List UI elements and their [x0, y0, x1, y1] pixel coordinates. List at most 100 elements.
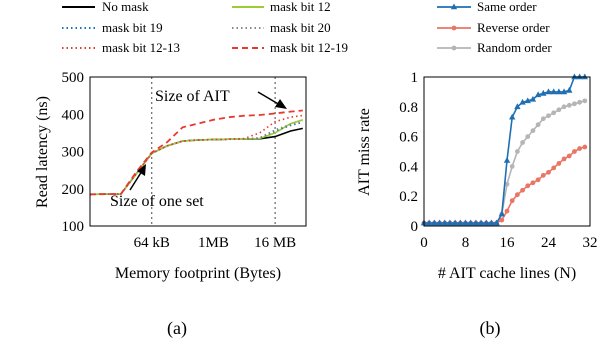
data-point	[525, 134, 531, 140]
legend-label: Reverse order	[477, 20, 550, 35]
data-point	[499, 217, 505, 223]
data-point	[555, 88, 563, 95]
data-point	[566, 153, 572, 159]
legend-label: Same order	[477, 0, 537, 14]
data-point	[540, 172, 546, 178]
legend-entry-a: No mask	[62, 0, 149, 14]
series-line	[89, 120, 303, 196]
data-point	[467, 219, 474, 226]
series-line	[89, 119, 304, 196]
x-tick-label: 64 kB	[134, 235, 170, 251]
x-axis-title-b: # AIT cache lines (N)	[438, 265, 576, 282]
data-point	[566, 102, 572, 108]
data-point	[566, 86, 573, 93]
data-point	[525, 183, 531, 189]
data-point	[534, 91, 542, 98]
y-tick-label: 500	[62, 70, 85, 86]
legend-b: Same order Reverse order Random order	[437, 0, 552, 55]
data-point	[462, 219, 469, 226]
data-point	[436, 219, 443, 226]
data-point	[520, 140, 525, 145]
series-lines-a	[89, 109, 304, 196]
data-point	[514, 103, 521, 110]
data-point	[540, 89, 547, 96]
plot-area-a	[89, 76, 307, 227]
data-point	[431, 219, 438, 226]
annotation-ait: Size of AIT	[155, 88, 287, 109]
legend-entry-b: Same order	[437, 0, 537, 14]
data-point	[514, 149, 520, 154]
y-tick-label: 200	[62, 182, 85, 198]
data-point	[498, 210, 506, 217]
data-point	[535, 177, 541, 183]
data-point	[457, 219, 464, 226]
annotation-label: Size of one set	[110, 193, 204, 210]
series-line	[89, 114, 303, 196]
data-point	[472, 219, 480, 226]
y-tick-label: 0.4	[399, 159, 418, 175]
legend-entry-a: mask bit 20	[232, 20, 331, 35]
data-point	[530, 128, 536, 134]
legend-entry-b: Reverse order	[437, 20, 550, 35]
data-point	[509, 164, 515, 169]
annotation-arrow	[129, 170, 143, 191]
x-tick-label: 0	[420, 235, 428, 251]
data-point	[577, 99, 583, 105]
data-point	[446, 219, 454, 226]
y-tick-label: 100	[62, 219, 85, 235]
data-point	[560, 88, 568, 95]
y-tick-label: 1	[411, 70, 419, 86]
data-point	[546, 169, 551, 175]
series-lines-b	[420, 73, 589, 226]
y-tick-label: 0.2	[399, 189, 418, 205]
data-point	[556, 161, 562, 166]
data-point	[493, 219, 500, 226]
legend-label: mask bit 12	[270, 0, 331, 14]
data-point	[535, 122, 541, 128]
legend-a: No mask mask bit 12 mask bit 19 mask bit…	[62, 0, 348, 55]
data-point	[540, 116, 546, 122]
x-axis-title-a: Memory footprint (Bytes)	[115, 265, 281, 282]
data-point	[503, 156, 511, 163]
legend-marker	[451, 45, 457, 51]
data-point	[576, 73, 583, 80]
data-point	[571, 73, 578, 80]
x-ticks-b: 0 8 16 24 32	[420, 235, 597, 251]
data-point	[561, 104, 567, 110]
annotation-label: Size of AIT	[155, 88, 230, 105]
data-point	[520, 187, 525, 193]
data-point	[514, 192, 520, 198]
y-axis-title-a: Read latency (ns)	[34, 96, 51, 208]
data-point	[546, 113, 551, 119]
x-tick-label: 24	[541, 235, 557, 251]
series-line	[89, 109, 303, 196]
data-point	[529, 95, 537, 102]
data-point	[504, 181, 510, 187]
x-tick-label: 16	[500, 235, 516, 251]
arrow-head	[275, 99, 287, 109]
y-tick-label: 0.8	[399, 100, 418, 116]
data-point	[577, 146, 583, 151]
data-point	[582, 144, 588, 150]
data-point	[551, 110, 557, 116]
arrow-head	[137, 164, 146, 176]
x-ticks-a: 64 kB 1MB 16 MB	[134, 235, 297, 251]
data-point	[550, 88, 557, 95]
plot-area-b	[423, 76, 591, 227]
data-point	[572, 101, 577, 107]
y-tick-label: 0.6	[399, 130, 418, 146]
data-point	[483, 219, 490, 226]
panel-label-b: (b)	[480, 318, 501, 339]
data-point	[581, 73, 589, 80]
panel-label-a: (a)	[167, 318, 187, 339]
x-tick-label: 16 MB	[254, 235, 296, 251]
y-ticks-a: 100 200 300 400 500	[62, 70, 85, 235]
x-tick-label: 8	[462, 235, 470, 251]
y-axis-title-b: AIT miss rate	[356, 108, 373, 196]
legend-label: mask bit 20	[270, 20, 331, 35]
legend-entry-b: Random order	[437, 40, 552, 55]
data-point	[508, 113, 516, 120]
annotation-set: Size of one set	[110, 164, 204, 210]
y-tick-label: 300	[62, 145, 85, 161]
